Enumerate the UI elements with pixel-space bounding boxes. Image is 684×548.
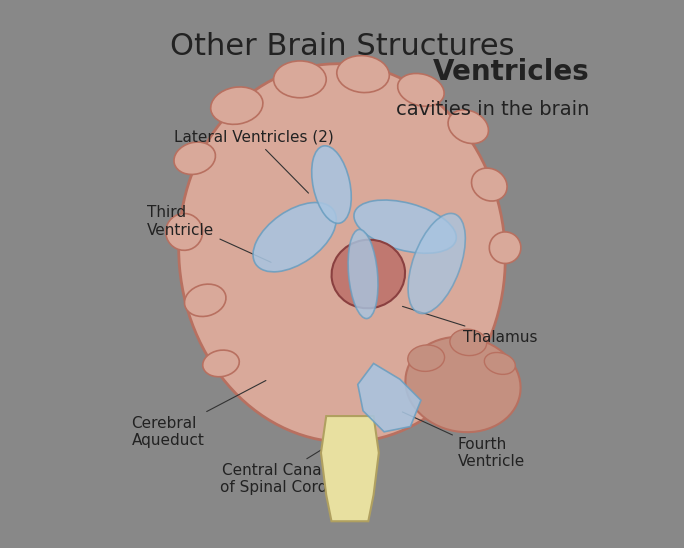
Text: Other Brain Structures: Other Brain Structures [170,32,514,61]
Ellipse shape [185,284,226,317]
Ellipse shape [397,73,444,106]
Ellipse shape [174,142,215,174]
Ellipse shape [471,168,507,201]
Text: Lateral Ventricles (2): Lateral Ventricles (2) [174,130,333,193]
Ellipse shape [253,203,337,272]
Polygon shape [358,363,421,432]
Ellipse shape [332,239,405,309]
Ellipse shape [166,214,202,250]
Ellipse shape [348,230,378,318]
Text: Cerebral
Aqueduct: Cerebral Aqueduct [131,380,266,448]
Ellipse shape [274,61,326,98]
Polygon shape [321,416,379,521]
Ellipse shape [312,146,352,224]
Text: Central Canal
of Spinal Cord: Central Canal of Spinal Cord [220,438,340,495]
Text: Ventricles: Ventricles [432,58,589,86]
Text: Third
Ventricle: Third Ventricle [147,205,271,262]
Ellipse shape [489,232,521,264]
Ellipse shape [408,345,445,372]
Ellipse shape [337,55,389,93]
Ellipse shape [406,337,521,432]
Ellipse shape [354,200,456,253]
Ellipse shape [408,213,465,313]
Ellipse shape [484,352,515,374]
Text: Thalamus: Thalamus [402,306,538,345]
Text: cavities in the brain: cavities in the brain [396,100,589,119]
Ellipse shape [202,350,239,377]
Text: Fourth
Ventricle: Fourth Ventricle [402,412,525,469]
Ellipse shape [450,329,486,356]
Ellipse shape [211,87,263,124]
Ellipse shape [179,64,505,442]
Ellipse shape [448,110,488,144]
